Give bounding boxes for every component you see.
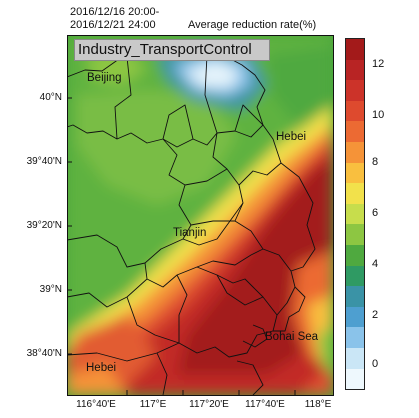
colorbar-swatch: [346, 121, 364, 142]
colorbar-swatch: [346, 265, 364, 287]
colorbar: [345, 38, 365, 390]
colorbar-tick: 4: [372, 258, 379, 270]
label-hebei-east: Hebei: [276, 131, 307, 143]
colorbar-tick: 0: [372, 358, 379, 370]
scenario-label-box: [74, 39, 270, 61]
lon-tick-label: 117°E: [139, 399, 167, 410]
period-end: 2016/12/21 24:00: [70, 19, 156, 31]
colorbar-tick: 2: [372, 309, 379, 321]
label-beijing: Beijing: [87, 72, 122, 84]
colorbar-swatch: [346, 183, 364, 204]
colorbar-swatch: [346, 224, 364, 245]
label-tianjin: Tianjin: [173, 227, 207, 239]
variable-title: Average reduction rate(%): [188, 19, 317, 31]
lon-tick-label: 117°40'E: [245, 399, 285, 410]
colorbar-swatch: [346, 100, 364, 122]
lat-tick-label: 38°40'N: [26, 348, 62, 359]
colorbar-swatch: [346, 59, 364, 81]
colorbar-swatch: [346, 306, 364, 328]
lat-tick-label: 39°20'N: [26, 220, 62, 231]
map-frame: [67, 35, 333, 395]
colorbar-swatch: [346, 39, 364, 60]
colorbar-swatch: [346, 347, 364, 369]
period-start: 2016/12/16 20:00-: [70, 6, 160, 18]
colorbar-swatch: [346, 286, 364, 307]
colorbar-tick: 10: [372, 109, 385, 121]
colorbar-swatch: [346, 368, 364, 390]
colorbar-tick: 8: [372, 156, 379, 168]
lat-tick-label: 40°N: [39, 92, 62, 103]
reduction-rate-map: [67, 35, 333, 395]
colorbar-swatch: [346, 244, 364, 266]
label-bohai-sea: Bohai Sea: [265, 331, 319, 343]
label-hebei-south: Hebei: [86, 362, 117, 374]
lat-tick-label: 39°40'N: [26, 156, 62, 167]
colorbar-swatch: [346, 327, 364, 348]
lon-tick-label: 117°20'E: [189, 399, 229, 410]
colorbar-swatch: [346, 162, 364, 184]
colorbar-swatch: [346, 141, 364, 163]
colorbar-tick: 12: [372, 58, 385, 70]
lon-tick-label: 118°E: [304, 399, 332, 410]
colorbar-swatch: [346, 80, 364, 101]
lon-tick-label: 116°40'E: [76, 399, 116, 410]
scenario-label: Industry_TransportControl: [78, 41, 252, 58]
colorbar-swatch: [346, 203, 364, 225]
colorbar-tick: 6: [372, 207, 379, 219]
lat-tick-label: 39°N: [39, 284, 62, 295]
